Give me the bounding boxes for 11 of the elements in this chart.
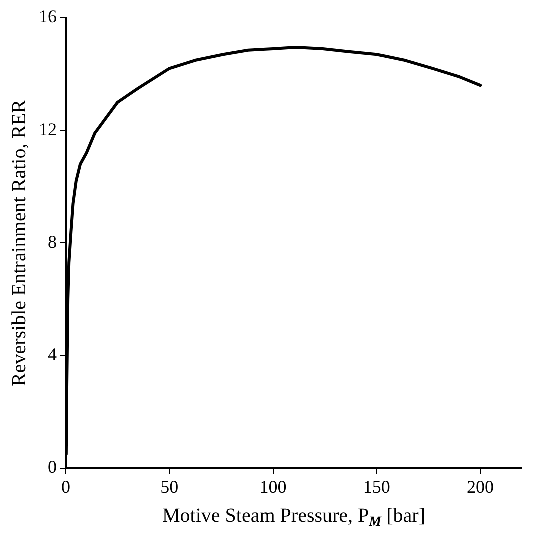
y-tick-label: 4 bbox=[48, 344, 57, 365]
y-axis-title: Reversible Entrainment Ratio, RER bbox=[8, 99, 30, 387]
x-tick-label: 150 bbox=[363, 476, 390, 497]
y-tick-label: 12 bbox=[39, 119, 57, 140]
y-tick-label: 8 bbox=[48, 232, 57, 252]
x-tick-label: 100 bbox=[260, 476, 287, 497]
x-tick-label: 50 bbox=[160, 476, 179, 497]
y-tick-label: 0 bbox=[48, 457, 57, 478]
y-tick-label: 16 bbox=[39, 6, 57, 27]
x-tick-label: 0 bbox=[62, 476, 70, 497]
x-tick-label: 200 bbox=[467, 476, 494, 497]
